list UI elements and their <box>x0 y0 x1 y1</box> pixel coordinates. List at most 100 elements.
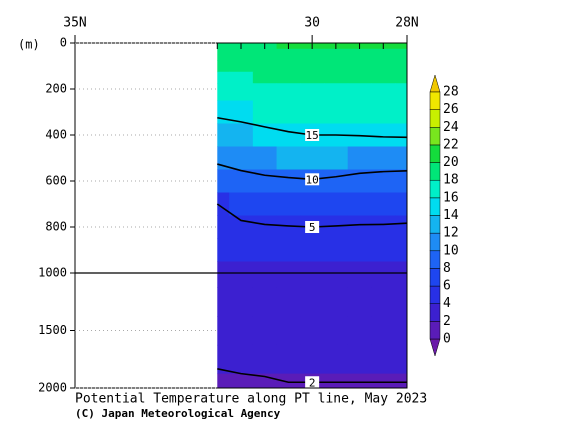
cell <box>324 238 349 262</box>
colorbar-label: 18 <box>443 173 459 188</box>
cell <box>300 261 325 288</box>
cell <box>252 123 278 147</box>
colorbar-label: 10 <box>443 243 459 258</box>
cell <box>395 146 408 170</box>
x-tick-label: 28N <box>395 16 418 31</box>
cell <box>300 192 325 216</box>
cell <box>217 123 230 147</box>
cell <box>347 215 372 239</box>
cell <box>276 146 301 170</box>
cell <box>229 48 254 61</box>
cell <box>300 100 325 124</box>
cell <box>347 373 372 389</box>
colorbar-label: 2 <box>443 314 451 329</box>
y-tick-label: 200 <box>45 82 67 96</box>
cell <box>324 48 349 61</box>
colorbar-label: 12 <box>443 226 459 241</box>
cell <box>395 123 408 147</box>
cell <box>252 344 278 375</box>
cell <box>229 123 254 147</box>
cell <box>395 344 408 375</box>
colorbar-band <box>429 215 441 234</box>
cell <box>347 83 372 101</box>
cell <box>395 100 408 124</box>
cell <box>324 169 349 193</box>
cell <box>276 192 301 216</box>
y-axis-label: (m) <box>18 38 40 52</box>
cell <box>300 287 325 317</box>
cell <box>276 373 301 389</box>
colorbar-band <box>429 162 441 181</box>
cell <box>347 238 372 262</box>
cell <box>371 146 396 170</box>
cell <box>252 83 278 101</box>
cell <box>229 215 254 239</box>
contour-label-bg <box>305 221 320 233</box>
cell <box>276 71 301 84</box>
cell <box>276 215 301 239</box>
cell <box>217 287 230 317</box>
y-tick-label: 800 <box>45 220 67 234</box>
cell <box>229 192 254 216</box>
cell <box>324 215 349 239</box>
chart-title: Potential Temperature along PT line, May… <box>75 392 427 407</box>
cell <box>347 261 372 288</box>
colorbar-label: 16 <box>443 190 459 205</box>
cell <box>217 48 230 61</box>
colorbar-label: 28 <box>443 85 459 100</box>
cell <box>395 316 408 346</box>
y-tick-label: 600 <box>45 174 67 188</box>
cell <box>324 316 349 346</box>
cell <box>395 192 408 216</box>
cell <box>252 71 278 84</box>
cell <box>371 192 396 216</box>
cell <box>276 48 301 61</box>
contour-label: 2 <box>309 376 316 389</box>
colorbar-band <box>429 303 441 322</box>
colorbar-band <box>429 285 441 304</box>
cell <box>347 287 372 317</box>
cell <box>276 123 301 147</box>
cell <box>252 261 278 288</box>
colorbar-band <box>429 127 441 146</box>
cell <box>217 83 230 101</box>
cell <box>347 100 372 124</box>
cell <box>347 71 372 84</box>
cell <box>324 71 349 84</box>
cell <box>347 316 372 346</box>
cell <box>217 100 230 124</box>
contour-label: 10 <box>306 173 319 186</box>
cell <box>324 373 349 389</box>
contour-label-bg <box>305 129 320 141</box>
cell <box>395 287 408 317</box>
cell <box>217 71 230 84</box>
cell <box>252 146 278 170</box>
cell <box>371 287 396 317</box>
cell <box>395 215 408 239</box>
cell <box>347 146 372 170</box>
cell <box>395 238 408 262</box>
cell <box>324 83 349 101</box>
cell <box>217 238 230 262</box>
colorbar-band <box>429 109 441 128</box>
cell <box>229 60 254 73</box>
cell <box>229 287 254 317</box>
cell <box>276 169 301 193</box>
chart-subtitle: (C) Japan Meteorological Agency <box>75 407 281 420</box>
cell <box>324 344 349 375</box>
cell <box>371 100 396 124</box>
cell <box>300 60 325 73</box>
cell <box>217 316 230 346</box>
cell <box>252 192 278 216</box>
cell <box>252 316 278 346</box>
cell <box>324 100 349 124</box>
cell <box>371 316 396 346</box>
cell <box>276 83 301 101</box>
cell <box>300 316 325 346</box>
cell <box>229 71 254 84</box>
colorbar-label: 14 <box>443 208 459 223</box>
cell <box>371 169 396 193</box>
cell <box>371 71 396 84</box>
cell <box>371 215 396 239</box>
